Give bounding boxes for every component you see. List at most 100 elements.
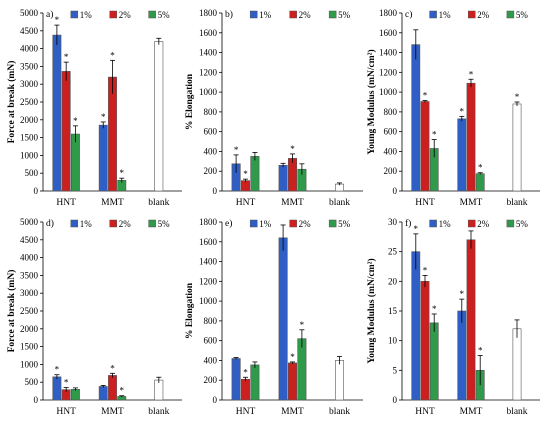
y-axis-label: % Elongation (185, 282, 195, 339)
y-tick-label: 1600 (379, 28, 398, 38)
y-tick-label: 400 (204, 355, 218, 365)
x-tick-label: HNT (56, 198, 76, 208)
significance-star: * (290, 352, 295, 362)
bar-5pct (71, 133, 80, 192)
legend-label: 1% (439, 219, 452, 229)
bar-5pct (250, 364, 260, 401)
chart-panel-5: 0 200 400 600 800 1000 1200 1400 1600 1800 % Elong… (185, 217, 363, 417)
x-tick-label: MMT (101, 407, 124, 417)
legend-label: 5% (516, 10, 529, 20)
y-tick-label: 0 (213, 186, 218, 196)
y-tick-label: 3500 (20, 61, 39, 71)
legend-label: 1% (259, 219, 272, 229)
bar-blank (154, 41, 164, 192)
y-axis-label: % Elongation (185, 73, 195, 130)
x-tick-label: blank (506, 198, 527, 208)
significance-star: * (423, 265, 428, 275)
bar-1pct (231, 358, 241, 401)
legend-swatch (148, 10, 156, 19)
legend-label: 2% (299, 10, 312, 20)
legend-swatch (506, 10, 515, 19)
chart-panel-1: 0 500 1000 1500 2000 2500 3000 3500 4000 4500 5000… (6, 8, 182, 208)
bar-1pct (278, 164, 288, 192)
y-tick-label: 0 (34, 395, 39, 405)
y-tick-label: 200 (384, 166, 398, 176)
legend-label: 5% (158, 10, 171, 20)
chart-panel-6: 0 5 10 15 20 25 30 Young Modulus (mN/cm²) f) 1% 2%… (366, 217, 540, 417)
y-tick-label: 1000 (379, 87, 398, 97)
y-tick-label: 600 (204, 127, 218, 137)
significance-star: * (300, 320, 305, 330)
y-axis-label: Force at break (mN) (6, 61, 17, 144)
legend-swatch (328, 10, 337, 19)
y-tick-label: 500 (25, 377, 39, 387)
y-tick-label: 1400 (199, 48, 218, 58)
bar-5pct (297, 338, 307, 401)
significance-star: * (469, 69, 474, 79)
legend-label: 2% (477, 219, 490, 229)
y-tick-label: 400 (384, 146, 398, 156)
y-tick-label: 1500 (20, 342, 39, 352)
bar-blank (512, 103, 522, 192)
y-tick-label: 2000 (20, 115, 39, 125)
y-tick-label: 800 (204, 107, 218, 117)
y-tick-label: 2500 (20, 97, 39, 107)
bar-1pct (411, 44, 421, 192)
y-tick-label: 4500 (20, 26, 39, 36)
y-tick-label: 1800 (199, 8, 218, 18)
legend-swatch (148, 219, 156, 228)
bar-2pct (420, 101, 430, 192)
legend-swatch (109, 219, 117, 228)
y-tick-label: 3000 (20, 288, 39, 298)
y-tick-label: 5000 (20, 217, 39, 227)
significance-star: * (73, 116, 78, 126)
y-tick-label: 0 (393, 395, 398, 405)
bar-5pct (71, 389, 80, 401)
significance-star: * (120, 168, 125, 178)
x-tick-label: MMT (101, 198, 124, 208)
y-tick-label: 200 (204, 166, 218, 176)
significance-star: * (290, 144, 295, 154)
x-tick-label: blank (148, 407, 169, 417)
y-tick-label: 20 (388, 276, 398, 286)
significance-star: * (55, 365, 60, 375)
panel-label: d) (46, 218, 54, 229)
significance-star: * (55, 15, 60, 25)
y-tick-label: 400 (204, 146, 218, 156)
x-tick-label: HNT (415, 198, 435, 208)
bar-5pct (475, 173, 485, 192)
legend-label: 1% (80, 219, 93, 229)
significance-star: * (110, 50, 115, 60)
legend-label: 1% (439, 10, 452, 20)
panel-label: b) (225, 9, 233, 20)
bar-5pct (250, 156, 260, 192)
y-tick-label: 0 (34, 186, 39, 196)
legend-swatch (70, 219, 79, 228)
chart-panel-3: 0 200 400 600 800 1000 1200 1400 1600 1800 Young M… (366, 8, 540, 208)
bar-blank (512, 328, 522, 401)
legend-label: 5% (158, 219, 171, 229)
panel-label: c) (405, 9, 412, 20)
bar-1pct (52, 34, 62, 192)
bar-blank (334, 360, 344, 401)
x-tick-label: blank (506, 407, 527, 417)
panel-label: f) (405, 218, 411, 229)
bar-2pct (61, 71, 71, 192)
significance-star: * (414, 224, 419, 234)
y-tick-label: 30 (388, 217, 398, 227)
y-tick-label: 3500 (20, 270, 39, 280)
panel-label: e) (225, 218, 232, 229)
x-tick-label: MMT (460, 198, 483, 208)
significance-star: * (101, 112, 106, 122)
y-tick-label: 5 (393, 365, 398, 375)
legend-swatch (467, 219, 476, 228)
y-tick-label: 4000 (20, 253, 39, 263)
y-tick-label: 800 (384, 107, 398, 117)
y-tick-label: 1600 (199, 28, 218, 38)
y-tick-label: 1800 (379, 8, 398, 18)
legend-swatch (249, 219, 258, 228)
bar-5pct (429, 322, 439, 401)
y-tick-label: 1800 (199, 217, 218, 227)
y-tick-label: 1000 (20, 150, 39, 160)
